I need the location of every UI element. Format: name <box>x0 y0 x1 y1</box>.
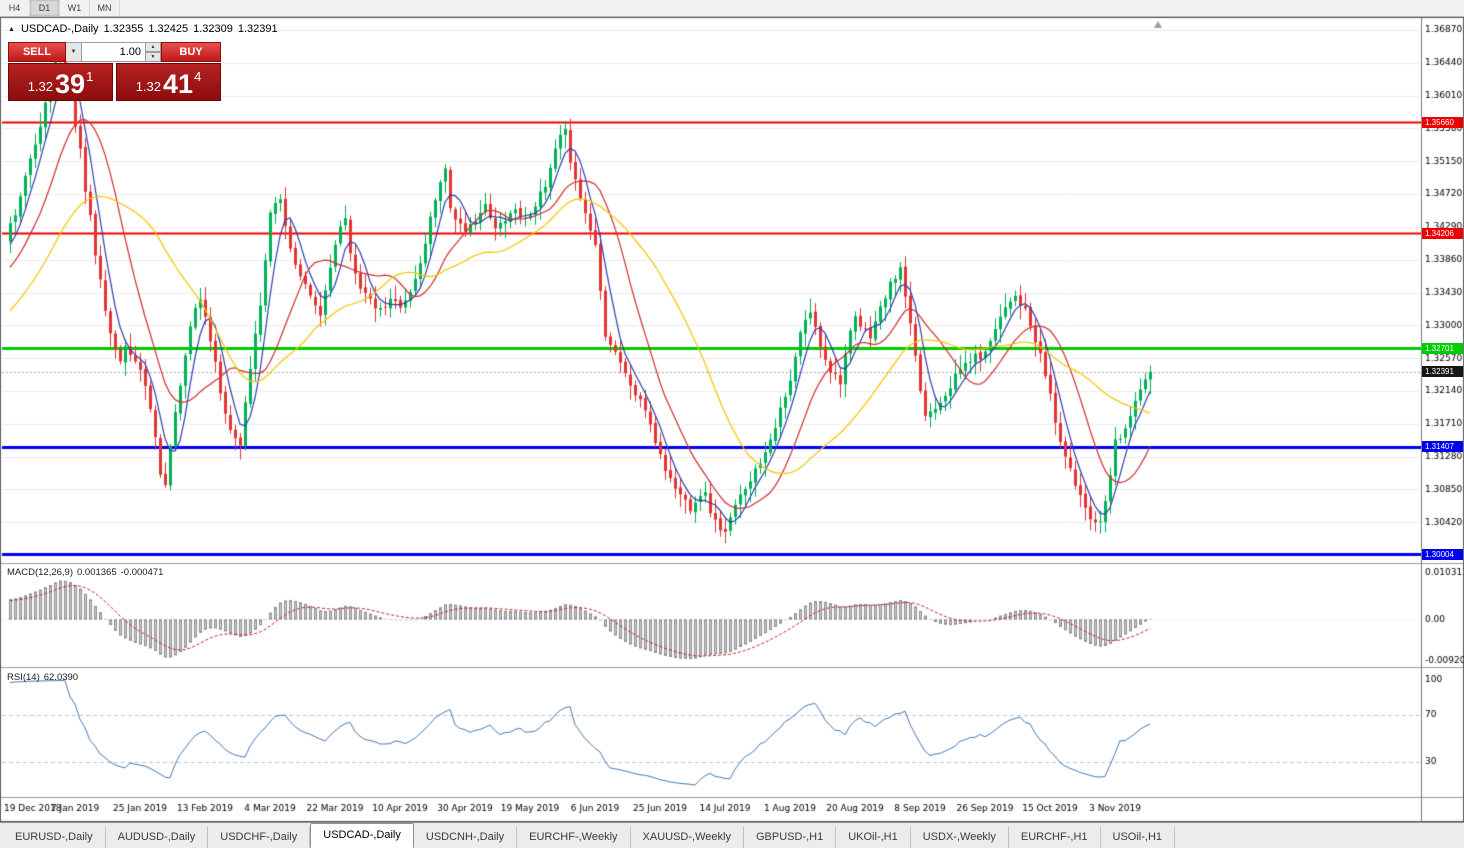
chart-tab-audusd-daily[interactable]: AUDUSD-,Daily <box>106 827 209 848</box>
chart-tab-eurusd-daily[interactable]: EURUSD-,Daily <box>3 827 106 848</box>
volume-input[interactable] <box>82 42 146 62</box>
timeframe-button-d1[interactable]: D1 <box>30 0 60 16</box>
buy-button[interactable]: BUY <box>161 42 221 62</box>
chart-tab-xauusd-weekly[interactable]: XAUUSD-,Weekly <box>631 827 744 848</box>
volume-decrease-button[interactable]: ▼ <box>146 52 161 62</box>
timeframe-button-w1[interactable]: W1 <box>60 0 90 16</box>
chart-tab-usdcnh-daily[interactable]: USDCNH-,Daily <box>414 827 518 848</box>
bid-price-fraction: 1 <box>86 69 94 84</box>
spinner-up-icon: ▲ <box>150 43 156 50</box>
chart-tab-gbpusd-h1[interactable]: GBPUSD-,H1 <box>744 827 837 848</box>
timeframe-button-h4[interactable]: H4 <box>0 0 30 16</box>
volume-dropdown-button[interactable]: ▼ <box>66 42 82 62</box>
volume-stepper: ▲ ▼ <box>146 42 161 62</box>
volume-increase-button[interactable]: ▲ <box>146 42 161 52</box>
buy-price-display[interactable]: 1.32 41 4 <box>116 63 221 101</box>
chart-area: ▲ USDCAD-,Daily 1.32355 1.32425 1.32309 … <box>0 17 1464 822</box>
chart-tab-usdchf-daily[interactable]: USDCHF-,Daily <box>208 827 311 848</box>
chart-tab-usdcad-daily[interactable]: USDCAD-,Daily <box>310 823 414 848</box>
price-chart-canvas[interactable] <box>0 17 1464 822</box>
chart-tab-eurchf-h1[interactable]: EURCHF-,H1 <box>1009 827 1101 848</box>
chevron-down-icon: ▼ <box>70 49 77 55</box>
ask-price-pips: 41 <box>163 69 194 99</box>
sell-price-display[interactable]: 1.32 39 1 <box>8 63 113 101</box>
timeframe-button-mn[interactable]: MN <box>90 0 120 16</box>
chart-tabs-bar: EURUSD-,Daily AUDUSD-,Daily USDCHF-,Daily U… <box>0 822 1464 848</box>
ask-price-prefix: 1.32 <box>135 79 162 94</box>
sell-button[interactable]: SELL <box>8 42 66 62</box>
chart-tab-usdx-weekly[interactable]: USDX-,Weekly <box>911 827 1009 848</box>
ask-price-fraction: 4 <box>194 69 202 84</box>
spinner-down-icon: ▼ <box>150 53 156 60</box>
chart-tab-eurchf-weekly[interactable]: EURCHF-,Weekly <box>517 827 631 848</box>
timeframe-toolbar: H4 D1 W1 MN <box>0 0 1464 17</box>
bid-price-prefix: 1.32 <box>27 79 54 94</box>
bid-price-pips: 39 <box>55 69 86 99</box>
chart-tab-usoil-h1[interactable]: USOil-,H1 <box>1101 827 1176 848</box>
chart-tab-ukoil-h1[interactable]: UKOil-,H1 <box>836 827 911 848</box>
